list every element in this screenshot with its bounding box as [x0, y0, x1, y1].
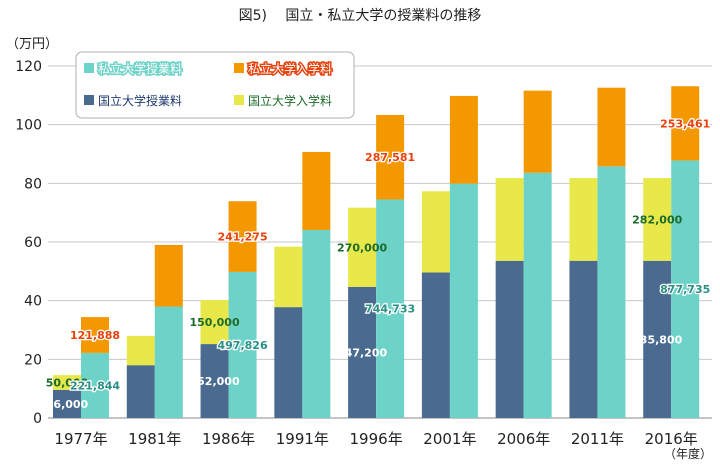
x-tick-label: 1981年 — [128, 430, 181, 448]
bars — [53, 86, 700, 418]
bar-private-entrance-6 — [523, 90, 552, 173]
bar-national-tuition-5 — [421, 272, 450, 418]
x-tick-label: 1991年 — [276, 430, 329, 448]
y-tick-label: 0 — [33, 411, 42, 427]
legend-label-3: 国立大学入学料 — [248, 93, 332, 108]
data-label: 282,000 — [632, 213, 682, 226]
x-tick-label: 2016年 — [645, 430, 698, 448]
x-tick-labels: 1977年 1981年 1986年 1991年 1996年 2001年 2006年 2011年… — [54, 430, 697, 448]
data-label: 121,888 — [70, 329, 120, 342]
bar-private-tuition-5 — [449, 183, 478, 418]
bar-national-entrance-6 — [495, 178, 524, 261]
bar-national-entrance-0 — [53, 375, 81, 390]
bar-private-entrance-1 — [154, 244, 183, 307]
x-tick-label: 1977年 — [54, 430, 107, 448]
bar-national-tuition-1 — [126, 365, 155, 418]
bar-national-tuition-7 — [569, 260, 598, 418]
bar-private-entrance-4 — [376, 114, 405, 200]
bar-national-tuition-0 — [53, 389, 81, 418]
bar-national-tuition-6 — [495, 260, 524, 418]
bar-private-entrance-8 — [671, 86, 700, 161]
legend-swatch-1 — [234, 63, 244, 73]
bar-national-entrance-1 — [126, 335, 155, 366]
bar-private-entrance-7 — [597, 87, 626, 167]
bar-national-tuition-3 — [274, 307, 303, 418]
bar-private-tuition-7 — [597, 166, 626, 418]
bar-private-tuition-2 — [228, 271, 257, 418]
data-label: 150,000 — [190, 316, 240, 329]
bar-private-entrance-3 — [302, 151, 331, 230]
bar-national-entrance-7 — [569, 178, 598, 261]
bar-national-tuition-4 — [348, 286, 377, 418]
bar-national-entrance-4 — [348, 207, 377, 287]
legend-swatch-3 — [234, 95, 244, 105]
x-unit-label: （年度） — [664, 446, 712, 461]
bar-national-entrance-2 — [200, 300, 229, 345]
data-label: 497,826 — [218, 339, 268, 352]
y-tick-label: 40 — [24, 294, 42, 310]
data-label: 287,581 — [365, 151, 415, 164]
data-label: 447,200 — [337, 346, 387, 359]
bar-national-entrance-3 — [274, 246, 303, 308]
x-tick-label: 2006年 — [497, 430, 550, 448]
y-tick-label: 100 — [15, 118, 42, 134]
bar-national-tuition-2 — [200, 344, 229, 418]
bar-private-tuition-4 — [376, 199, 405, 418]
x-tick-label: 1996年 — [350, 430, 403, 448]
data-label: 877,735 — [660, 283, 710, 296]
bar-private-tuition-1 — [154, 306, 183, 418]
data-label: 535,800 — [632, 333, 682, 346]
data-label: 270,000 — [337, 241, 387, 254]
y-tick-label: 120 — [15, 59, 42, 75]
y-tick-labels: 0 20 40 60 80 100 120 — [15, 59, 42, 427]
data-label: 253,461 — [660, 117, 710, 130]
y-unit-label: （万円） — [6, 37, 58, 52]
bar-national-entrance-8 — [643, 178, 672, 261]
data-label: 252,000 — [190, 375, 240, 388]
legend-swatch-2 — [84, 95, 94, 105]
bar-private-tuition-3 — [302, 229, 331, 418]
bar-private-tuition-6 — [523, 172, 552, 418]
bar-private-tuition-0 — [81, 352, 109, 418]
x-tick-label: 2011年 — [571, 430, 624, 448]
chart-title: 図5) 国立・私立大学の授業料の推移 — [239, 8, 482, 24]
bar-national-entrance-5 — [421, 191, 450, 273]
bar-private-entrance-5 — [449, 95, 478, 184]
legend-label-0: 私立大学授業料 — [98, 61, 182, 76]
y-tick-label: 20 — [24, 352, 42, 368]
data-label: 96,000 — [46, 398, 89, 411]
y-tick-label: 80 — [24, 176, 42, 192]
bar-national-tuition-8 — [643, 260, 672, 418]
legend-swatch-0 — [84, 63, 94, 73]
bar-private-entrance-2 — [228, 201, 257, 272]
bar-private-entrance-0 — [81, 317, 109, 353]
legend-label-2: 国立大学授業料 — [98, 93, 182, 108]
x-tick-label: 1986年 — [202, 430, 255, 448]
data-label: 50,000 — [46, 377, 89, 390]
data-label: 241,275 — [218, 231, 268, 244]
bar-private-tuition-8 — [671, 160, 700, 418]
legend-box — [75, 51, 355, 119]
x-tick-label: 2001年 — [423, 430, 476, 448]
data-label: 744,733 — [365, 303, 415, 316]
legend-label-1: 私立大学入学料 — [248, 61, 332, 76]
data-label: 221,844 — [70, 379, 120, 392]
y-tick-label: 60 — [24, 235, 42, 251]
